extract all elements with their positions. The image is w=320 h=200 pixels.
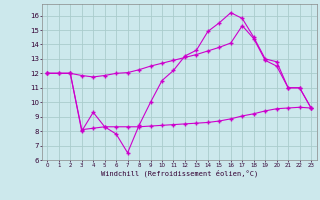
X-axis label: Windchill (Refroidissement éolien,°C): Windchill (Refroidissement éolien,°C) <box>100 170 258 177</box>
